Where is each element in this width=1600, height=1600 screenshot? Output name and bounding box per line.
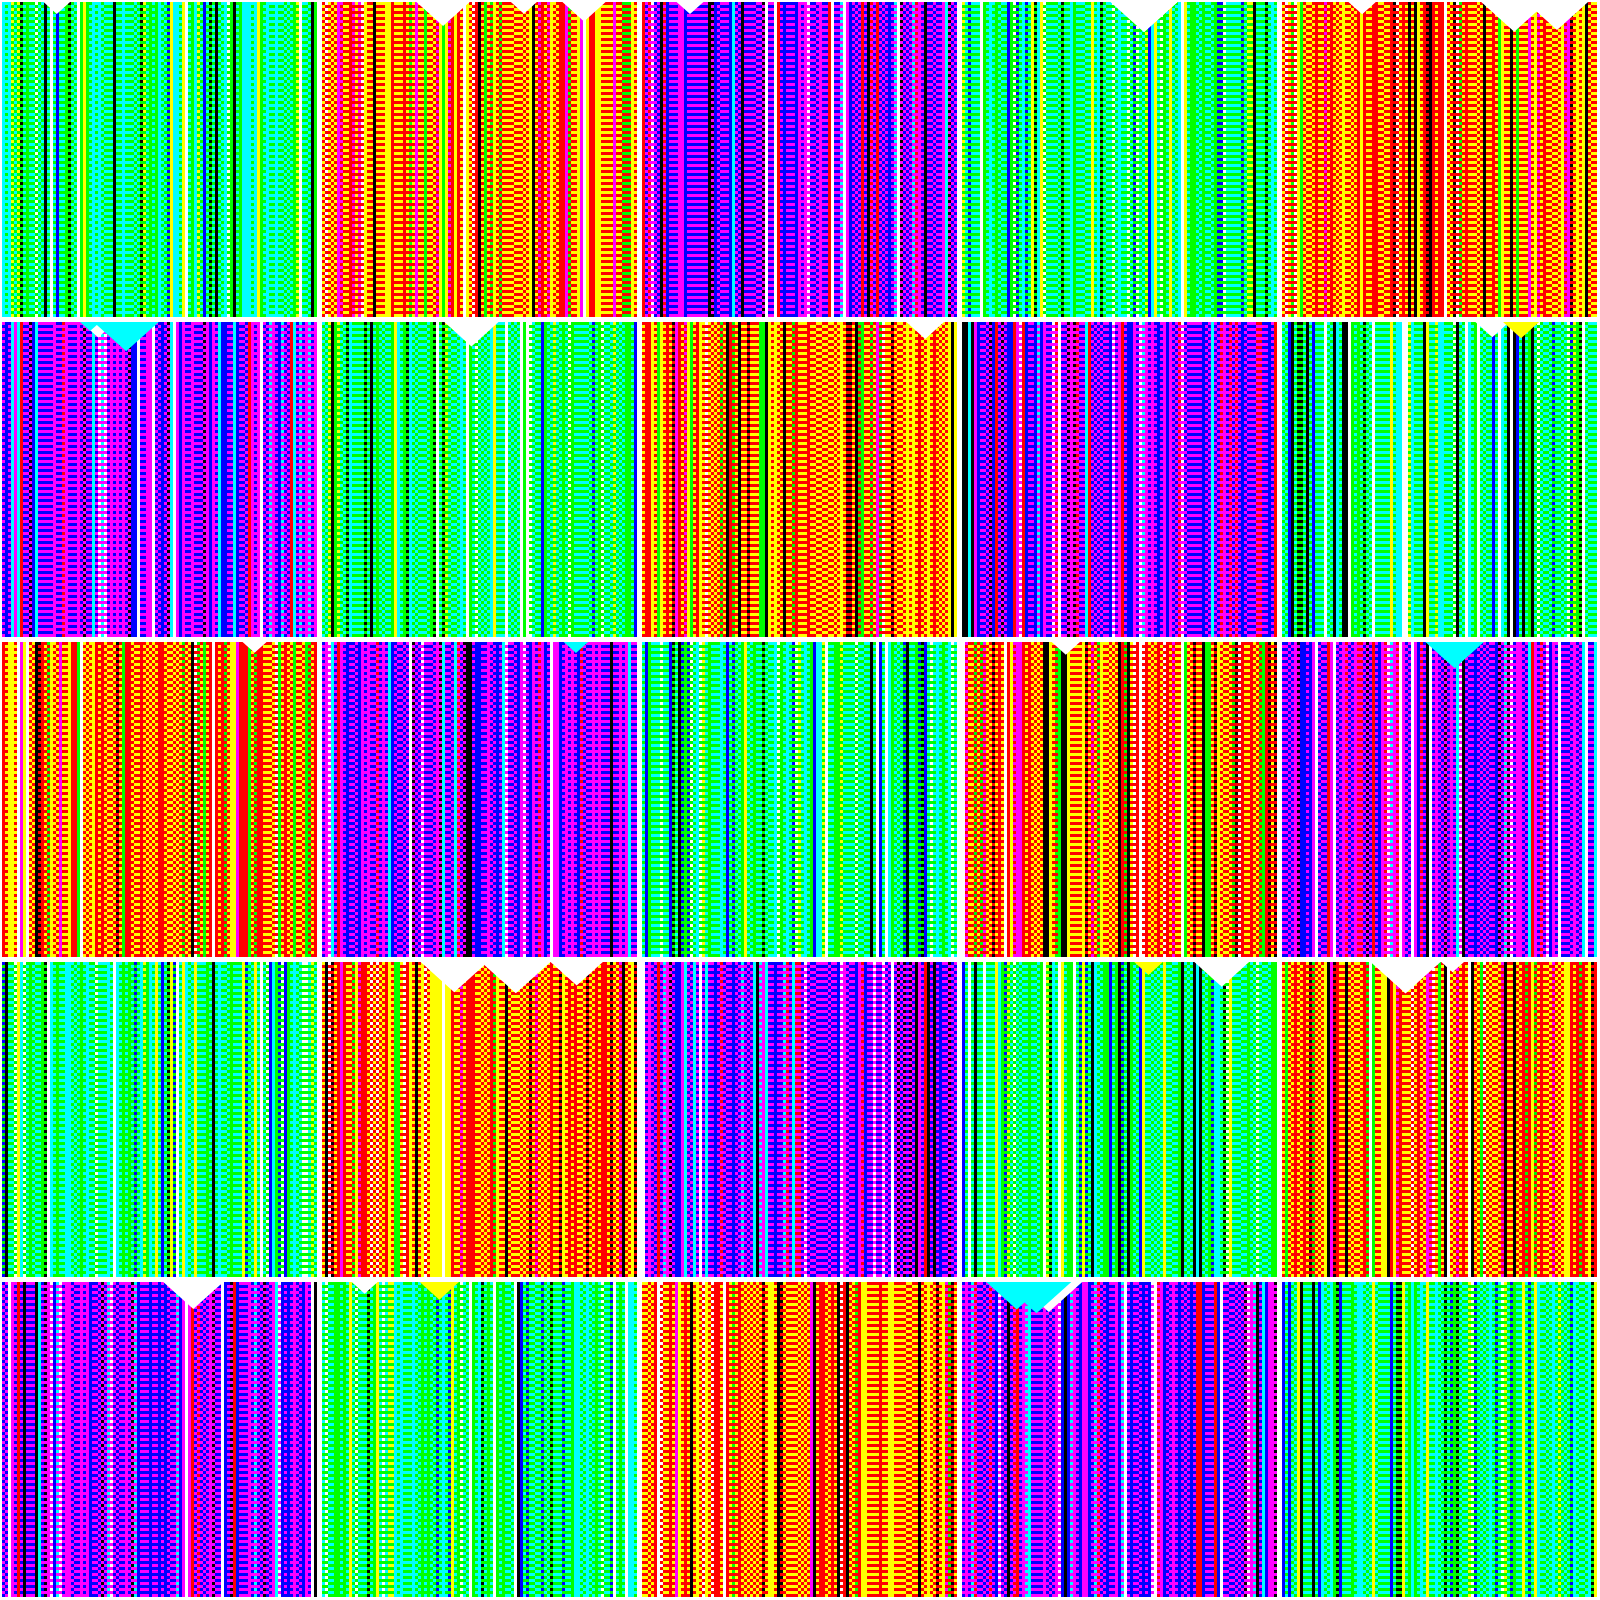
pattern-mosaic bbox=[0, 0, 1600, 1600]
